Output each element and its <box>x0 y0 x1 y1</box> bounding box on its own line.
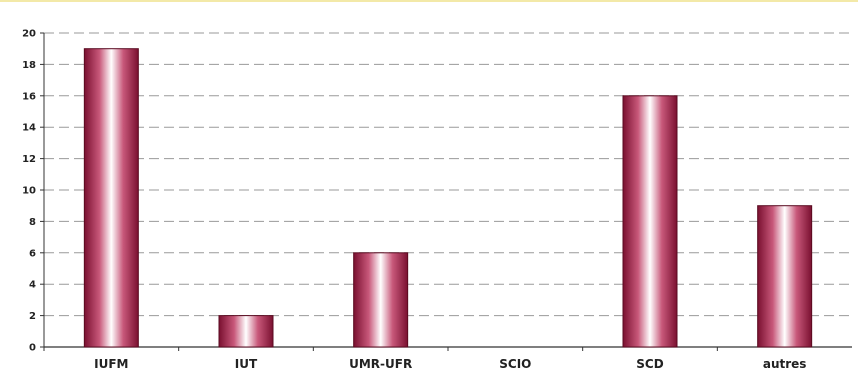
x-tick-label-5: autres <box>763 357 807 371</box>
y-tick-label-10: 20 <box>22 29 36 40</box>
y-tick-label-2: 4 <box>29 280 36 291</box>
y-tick-label-6: 12 <box>22 154 36 165</box>
bar-iut <box>218 315 274 348</box>
y-tick-label-8: 16 <box>22 91 36 102</box>
y-tick-label-9: 18 <box>22 60 36 71</box>
x-tick-labels: IUFM IUT UMR-UFR SCIO SCD autres <box>94 357 806 371</box>
y-tick-label-0: 0 <box>29 343 36 354</box>
bar-iufm <box>83 48 139 348</box>
y-tick-label-1: 2 <box>29 311 36 322</box>
bar-umr-ufr <box>353 252 409 348</box>
y-tick-label-4: 8 <box>29 217 36 228</box>
x-tick-label-2: UMR-UFR <box>349 357 412 371</box>
axes <box>40 32 852 351</box>
x-tick-label-0: IUFM <box>94 357 128 371</box>
y-tick-label-5: 10 <box>22 186 36 197</box>
y-tick-label-7: 14 <box>22 123 36 134</box>
y-tick-labels: 0 2 4 6 8 10 12 14 16 18 20 <box>22 29 36 354</box>
bar-scd <box>622 95 678 348</box>
grid-lines <box>44 32 852 317</box>
bars <box>83 48 813 348</box>
bar-autres <box>757 205 813 348</box>
x-tick-label-3: SCIO <box>499 357 531 371</box>
x-tick-label-1: IUT <box>235 357 258 371</box>
y-tick-label-3: 6 <box>29 248 36 259</box>
x-tick-label-4: SCD <box>636 357 663 371</box>
